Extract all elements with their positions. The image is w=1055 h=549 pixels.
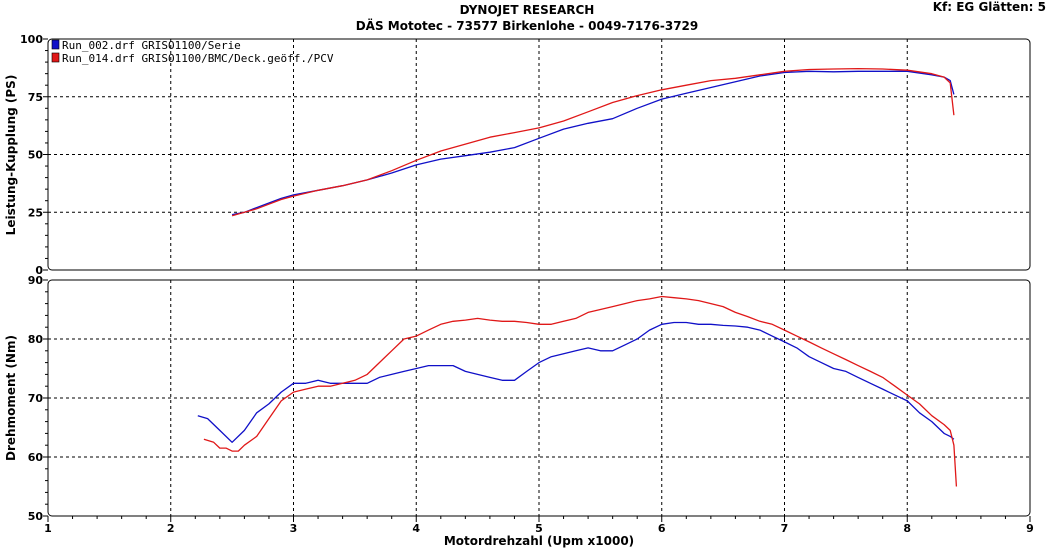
torque-y-ticks: 50 60 70 80 90 (28, 274, 48, 523)
x-tick-label: 4 (412, 522, 420, 535)
power-panel: 0 25 50 75 100 Leistung-Kupplung (PS) Run_00… (4, 33, 1031, 277)
power-y-tick-label: 100 (20, 33, 43, 46)
x-tick-label: 5 (535, 522, 543, 535)
power-y-tick-label: 50 (28, 149, 44, 162)
torque-series-group (197, 295, 958, 487)
chart-subtitle: DÄS Mototec - 73577 Birkenlohe - 0049-71… (356, 18, 699, 33)
legend-swatch-run-002 (51, 39, 60, 50)
legend-label-run-002: Run_002.drf GRISO1100/Serie (62, 39, 241, 52)
power-y-tick-label: 75 (28, 91, 43, 104)
torque-y-tick-label: 70 (28, 392, 44, 405)
legend-item-run-014: Run_014.drf GRISO1100/BMC/Deck.geöff./PC… (51, 52, 334, 65)
legend-swatch-run-014 (51, 52, 60, 63)
power-y-tick-label: 0 (35, 264, 43, 277)
x-tick-label: 2 (167, 522, 175, 535)
x-tick-label: 6 (658, 522, 666, 535)
torque-panel: 50 60 70 80 90 Drehmoment (Nm) (4, 274, 1031, 523)
torque-y-tick-label: 90 (28, 274, 44, 287)
torque-y-tick-label: 80 (28, 333, 44, 346)
legend-item-run-002: Run_002.drf GRISO1100/Serie (51, 39, 241, 52)
x-tick-label: 3 (290, 522, 298, 535)
torque-y-tick-label: 60 (28, 451, 44, 464)
x-tick-label: 1 (44, 522, 52, 535)
settings-label: Kf: EG Glätten: 5 (933, 0, 1046, 14)
torque-y-tick-label: 50 (28, 510, 44, 523)
power-series-group (231, 67, 955, 217)
power-y-ticks: 0 25 50 75 100 (20, 33, 48, 277)
x-axis-title: Motordrehzahl (Upm x1000) (444, 534, 634, 548)
x-axis-ticks: 1 2 3 4 5 6 7 8 9 (44, 516, 1034, 535)
x-tick-label: 7 (781, 522, 789, 535)
torque-grid (48, 280, 1030, 516)
power-y-axis-title: Leistung-Kupplung (PS) (4, 75, 18, 236)
x-tick-label: 8 (903, 522, 911, 535)
chart-title: DYNOJET RESEARCH (460, 3, 595, 17)
legend: Run_002.drf GRISO1100/Serie Run_014.drf … (51, 39, 334, 65)
torque-series-run-014 (203, 295, 958, 487)
power-series-run-014 (231, 67, 955, 217)
power-grid (48, 39, 1030, 270)
x-tick-label: 9 (1026, 522, 1034, 535)
torque-series-run-002 (197, 321, 955, 443)
legend-label-run-014: Run_014.drf GRISO1100/BMC/Deck.geöff./PC… (62, 52, 334, 65)
torque-y-axis-title: Drehmoment (Nm) (4, 335, 18, 461)
power-y-tick-label: 25 (28, 206, 43, 219)
